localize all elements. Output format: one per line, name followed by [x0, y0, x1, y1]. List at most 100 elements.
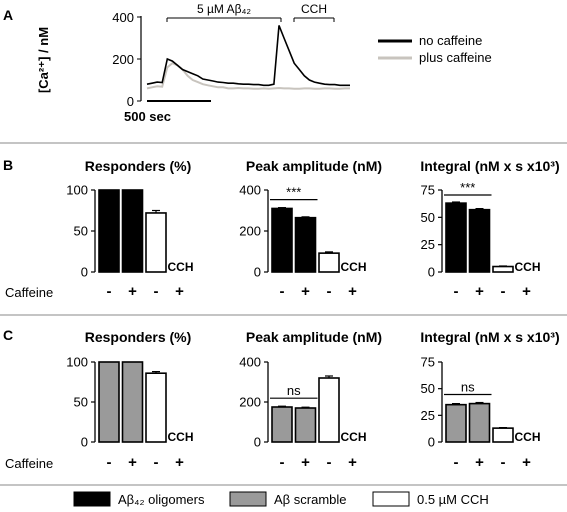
bar	[98, 361, 120, 443]
bar	[492, 427, 514, 443]
y-tick-label: 50	[74, 395, 88, 410]
time-scale-label: 500 sec	[124, 109, 171, 124]
legend-swatch-abeta-oligomers	[73, 491, 111, 507]
chart-title: Integral (nM x s x10³)	[420, 329, 559, 345]
cch-tag: CCH	[341, 260, 367, 274]
sign-minus: -	[454, 454, 459, 471]
bar	[98, 189, 120, 273]
bar	[445, 403, 467, 443]
cch-tag: CCH	[341, 430, 367, 444]
sign-plus: +	[128, 454, 137, 471]
bar	[468, 402, 491, 443]
bar	[294, 216, 317, 273]
trace-ytick-label: 0	[127, 94, 134, 109]
y-tick-label: 50	[421, 210, 435, 225]
panel-letter-b: B	[3, 157, 13, 173]
y-tick-label: 75	[421, 183, 435, 198]
sign-plus: +	[175, 454, 184, 471]
trace-ytick-label: 200	[112, 52, 134, 67]
significance-label: ***	[460, 180, 475, 195]
sign-plus: +	[475, 283, 484, 300]
bar	[468, 208, 491, 273]
cch-tag: CCH	[515, 430, 541, 444]
y-tick-label: 0	[428, 435, 435, 450]
y-tick-label: 25	[421, 408, 435, 423]
bar	[318, 377, 340, 443]
legend-label-abeta-oligomers: Aβ₄₂ oligomers	[118, 492, 205, 507]
caffeine-row-label: Caffeine	[5, 456, 53, 471]
significance-label: ***	[286, 185, 301, 200]
sign-plus: +	[301, 454, 310, 471]
sign-minus: -	[501, 283, 506, 300]
bar	[445, 202, 467, 273]
y-tick-label: 0	[428, 265, 435, 280]
y-tick-label: 75	[421, 355, 435, 370]
y-tick-label: 0	[254, 435, 261, 450]
y-tick-label: 0	[254, 265, 261, 280]
panel-letter-c: C	[3, 327, 13, 343]
sign-minus: -	[280, 283, 285, 300]
panel-a-trace: [Ca²⁺] / nM 400 200 0 500 sec 5 µM Aβ₄₂ …	[36, 2, 492, 124]
bar	[271, 207, 293, 273]
trace-series-no-caffeine	[146, 25, 350, 87]
cch-bar-label: CCH	[301, 2, 327, 16]
bar	[121, 361, 144, 443]
y-tick-label: 400	[239, 183, 261, 198]
trace-ylabel: [Ca²⁺] / nM	[36, 27, 51, 93]
sign-minus: -	[454, 283, 459, 300]
sign-minus: -	[107, 283, 112, 300]
y-tick-label: 100	[66, 355, 88, 370]
sign-plus: +	[175, 283, 184, 300]
bar	[492, 265, 514, 273]
significance-label: ns	[287, 383, 301, 398]
bar	[121, 189, 144, 273]
legend-swatch-abeta-scramble	[229, 491, 267, 507]
sign-plus: +	[522, 283, 531, 300]
bar	[145, 372, 167, 443]
y-tick-label: 50	[74, 224, 88, 239]
sign-minus: -	[154, 283, 159, 300]
sign-plus: +	[128, 283, 137, 300]
bar	[145, 212, 167, 273]
chart-title: Responders (%)	[85, 158, 192, 174]
chart-title: Peak amplitude (nM)	[246, 158, 382, 174]
cch-tag: CCH	[515, 260, 541, 274]
bar	[318, 252, 340, 273]
y-tick-label: 100	[66, 183, 88, 198]
chart-title: Integral (nM x s x10³)	[420, 158, 559, 174]
legend-label-abeta-scramble: Aβ scramble	[274, 492, 347, 507]
sign-plus: +	[301, 283, 310, 300]
sign-plus: +	[348, 283, 357, 300]
sign-minus: -	[107, 454, 112, 471]
legend-swatch-cch	[372, 491, 410, 507]
sign-minus: -	[327, 283, 332, 300]
sign-plus: +	[475, 454, 484, 471]
panel-letter-a: A	[3, 7, 13, 23]
bar	[294, 407, 317, 443]
legend-label-cch: 0.5 µM CCH	[417, 492, 489, 507]
bottom-legend: Aβ₄₂ oligomers Aβ scramble 0.5 µM CCH	[73, 491, 489, 507]
sign-plus: +	[348, 454, 357, 471]
bar	[271, 406, 293, 443]
cch-tag: CCH	[168, 260, 194, 274]
sign-minus: -	[501, 454, 506, 471]
y-tick-label: 200	[239, 395, 261, 410]
y-tick-label: 0	[81, 435, 88, 450]
chart-title: Peak amplitude (nM)	[246, 329, 382, 345]
abeta-bar-label: 5 µM Aβ₄₂	[197, 2, 251, 16]
caffeine-row-label: Caffeine	[5, 285, 53, 300]
sign-minus: -	[280, 454, 285, 471]
y-tick-label: 25	[421, 237, 435, 252]
sign-minus: -	[327, 454, 332, 471]
trace-ytick-label: 400	[112, 10, 134, 25]
significance-label: ns	[461, 380, 475, 395]
sign-plus: +	[522, 454, 531, 471]
y-tick-label: 50	[421, 381, 435, 396]
chart-title: Responders (%)	[85, 329, 192, 345]
legend-label-no-caffeine: no caffeine	[419, 33, 482, 48]
cch-tag: CCH	[168, 430, 194, 444]
y-tick-label: 200	[239, 224, 261, 239]
y-tick-label: 0	[81, 265, 88, 280]
